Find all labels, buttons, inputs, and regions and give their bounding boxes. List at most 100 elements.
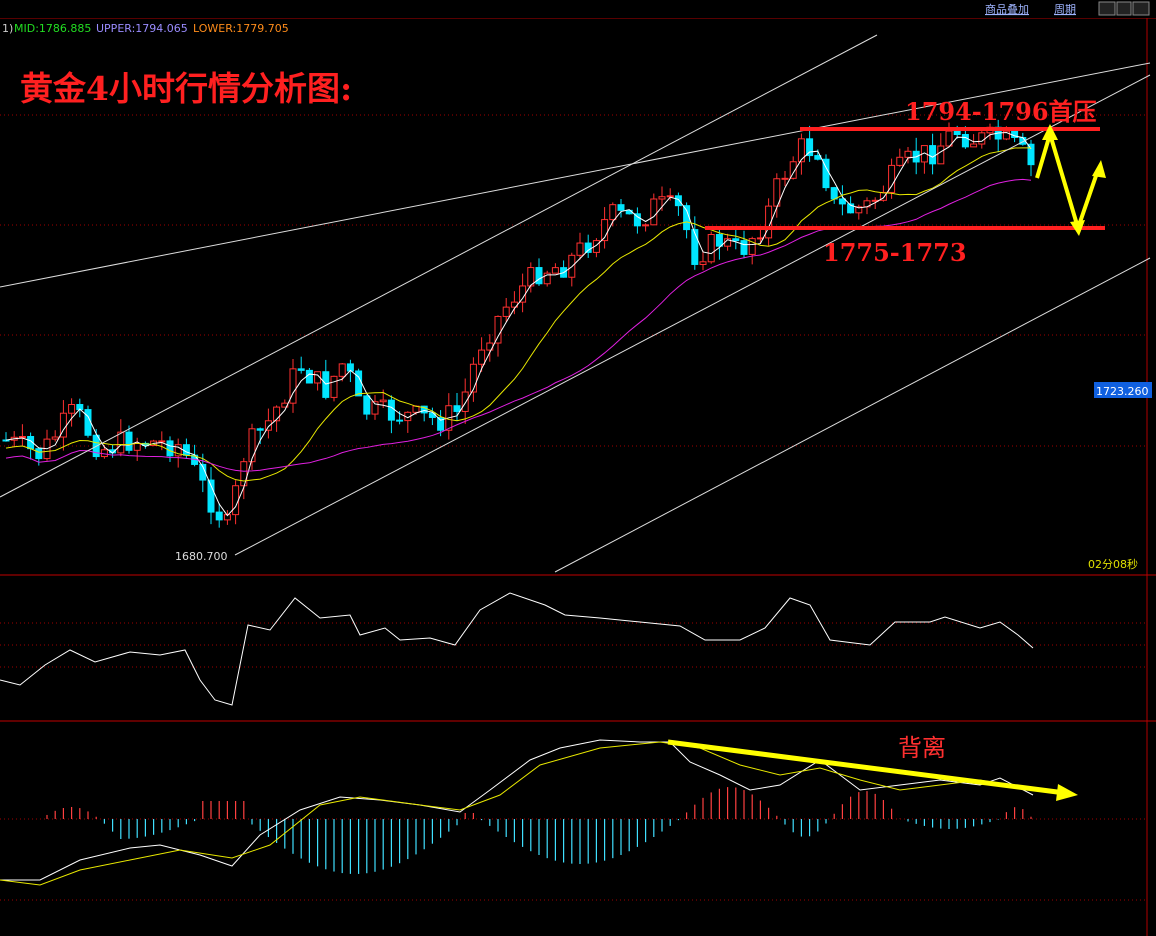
candle-body (240, 461, 248, 487)
header-prefix: 1) (2, 22, 13, 35)
candle-body (330, 375, 338, 398)
candle-body (601, 219, 609, 242)
candle-body (609, 204, 617, 221)
candle-body (18, 435, 26, 438)
candle-body (68, 404, 76, 414)
candle-body (929, 145, 937, 165)
candle-body (838, 198, 846, 205)
candle-body (166, 440, 174, 457)
trend-line (234, 74, 1151, 556)
trend-line (554, 257, 1151, 573)
candle-body (896, 156, 904, 166)
candle-body (937, 145, 945, 165)
candle-body (642, 224, 650, 227)
candle-body (396, 419, 404, 422)
overlay-button[interactable]: 商品叠加 (985, 2, 1029, 16)
candle-body (773, 178, 781, 207)
candle-body (904, 150, 912, 158)
price-tag: 1723.260 (1096, 385, 1149, 398)
window-button[interactable] (1132, 1, 1150, 16)
candle-body (174, 444, 182, 457)
candle-body (650, 198, 658, 226)
candle-body (35, 448, 43, 460)
candle-body (781, 177, 789, 180)
candle-body (158, 440, 166, 443)
candle-body (420, 405, 428, 414)
arrowhead (1070, 220, 1085, 236)
header-mid: MID:1786.885 (14, 22, 91, 35)
dif-line (0, 739, 1034, 881)
candle-body (666, 195, 674, 198)
price-tag-box (1094, 382, 1152, 398)
support-label: 1775-1773 (823, 238, 967, 267)
candle-body (232, 485, 240, 516)
trend-line (0, 62, 1151, 288)
candle-body (732, 238, 740, 242)
candle-body (363, 395, 371, 415)
candle-body (691, 229, 699, 265)
candle-body (371, 401, 379, 415)
candle-body (765, 205, 773, 239)
candle-body (953, 130, 961, 135)
candle-body (797, 138, 805, 163)
candle-body (305, 369, 313, 384)
candle-body (830, 187, 838, 200)
candle-body (273, 406, 281, 422)
candle-body (715, 234, 723, 247)
candle-body (748, 238, 756, 255)
window-button[interactable] (1098, 1, 1116, 16)
candle-body (658, 196, 666, 200)
header-lower: LOWER:1779.705 (193, 22, 289, 35)
candle-body (1002, 130, 1010, 140)
ma-line (5, 147, 1032, 482)
macd (0, 739, 1034, 886)
candle-body (182, 444, 190, 456)
candle-body (199, 463, 207, 481)
candle-body (674, 195, 682, 207)
toolbar (0, 0, 1156, 18)
dea-line (0, 741, 1034, 886)
candle-body (125, 431, 133, 451)
candle-body (215, 511, 223, 521)
low-label: 1680.700 (175, 550, 228, 563)
forecast-arrows (1035, 126, 1100, 235)
candle-body (617, 204, 625, 211)
candle-body (847, 203, 855, 214)
candle-body (535, 267, 543, 285)
candle-body (478, 349, 486, 365)
candle-body (461, 391, 469, 412)
candle-body (961, 133, 969, 148)
candle-body (379, 399, 387, 403)
arrowhead (1042, 124, 1058, 140)
trend-lines (0, 34, 1151, 573)
candle-body (322, 371, 330, 398)
candle-body (437, 416, 445, 431)
arrowhead (1056, 784, 1078, 801)
header-upper: UPPER:1794.065 (96, 22, 188, 35)
candle-body (543, 272, 551, 285)
candle-body (256, 428, 264, 431)
candle-body (84, 409, 92, 436)
candle-body (502, 306, 510, 317)
chart-title: 黄金4小时行情分析图: (20, 69, 352, 108)
candle-body (592, 240, 600, 253)
candle-body (289, 368, 297, 404)
oscillator (0, 592, 1034, 706)
candle-body (297, 368, 305, 371)
candle-body (707, 234, 715, 263)
window-button[interactable] (1116, 1, 1132, 16)
period-button[interactable]: 周期 (1054, 3, 1076, 16)
candle-body (338, 363, 346, 377)
candle-body (740, 240, 748, 255)
candle-body (248, 428, 256, 463)
candle-body (789, 161, 797, 179)
candle-body (453, 405, 461, 412)
oscillator-line (0, 592, 1034, 706)
forecast-path (1035, 126, 1100, 235)
candle-body (551, 267, 559, 274)
candle-body (855, 206, 863, 214)
candle-body (633, 213, 641, 227)
arrowhead (1092, 160, 1106, 178)
candle-body (519, 285, 527, 303)
